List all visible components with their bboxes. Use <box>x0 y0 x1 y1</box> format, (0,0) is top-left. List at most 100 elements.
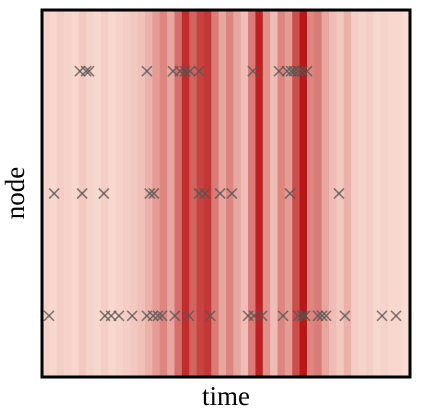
marker-stroke <box>247 65 259 77</box>
marker-stroke <box>113 310 125 322</box>
x-axis-label: time <box>202 381 250 411</box>
event-marker <box>214 187 226 200</box>
event-marker <box>296 65 308 77</box>
event-marker <box>390 310 402 322</box>
heat-cell <box>71 10 80 377</box>
marker-stroke <box>390 310 402 322</box>
heat-cell <box>42 10 50 377</box>
heat-cell <box>299 10 308 377</box>
heat-cell <box>284 10 293 377</box>
marker-stroke <box>76 187 88 200</box>
event-marker <box>183 310 195 322</box>
marker-stroke <box>204 310 216 322</box>
marker-stroke <box>284 187 296 200</box>
marker-stroke <box>156 310 168 322</box>
event-marker <box>296 310 308 322</box>
event-marker <box>169 310 181 322</box>
marker-stroke <box>296 310 308 322</box>
heat-cell <box>196 10 205 377</box>
event-marker <box>184 65 196 77</box>
heat-cell <box>159 10 168 377</box>
heat-cell <box>255 10 264 377</box>
heat-cell <box>343 10 352 377</box>
marker-stroke <box>98 187 110 200</box>
marker-stroke <box>312 310 324 322</box>
marker-stroke <box>144 187 156 200</box>
y-axis-label: node <box>0 167 30 220</box>
marker-stroke <box>273 65 285 77</box>
heat-cell <box>137 10 146 377</box>
heat-cell <box>115 10 124 377</box>
marker-stroke <box>256 310 268 322</box>
event-marker <box>179 65 191 77</box>
heat-cell <box>189 10 198 377</box>
heat-cell <box>203 10 212 377</box>
heat-cell <box>336 10 345 377</box>
heat-cell <box>56 10 65 377</box>
event-marker <box>156 310 168 322</box>
heat-cell <box>226 10 234 377</box>
marker-stroke <box>288 65 300 77</box>
marker-stroke <box>48 187 60 200</box>
event-marker <box>339 310 351 322</box>
heat-cell <box>152 10 161 377</box>
event-marker <box>292 65 304 77</box>
marker-stroke <box>376 310 388 322</box>
event-marker <box>98 187 110 200</box>
heat-cell <box>86 10 95 377</box>
marker-stroke <box>193 65 205 77</box>
heat-cell <box>306 10 315 377</box>
event-marker <box>376 310 388 322</box>
event-marker <box>76 187 88 200</box>
heat-cell <box>373 10 382 377</box>
heat-cell <box>248 10 257 377</box>
marker-stroke <box>126 310 138 322</box>
event-marker <box>277 310 289 322</box>
marker-stroke <box>80 65 92 77</box>
event-marker <box>273 65 285 77</box>
marker-stroke <box>184 65 196 77</box>
event-marker <box>148 187 160 200</box>
heat-cell <box>167 10 176 377</box>
heat-cell <box>262 10 271 377</box>
marker-stroke <box>141 65 153 77</box>
event-marker <box>333 187 345 200</box>
event-marker <box>126 310 138 322</box>
heat-cell <box>108 10 117 377</box>
heat-cell <box>351 10 360 377</box>
marker-stroke <box>148 187 160 200</box>
marker-stroke <box>179 65 191 77</box>
marker-stroke <box>292 65 304 77</box>
marker-stroke <box>339 310 351 322</box>
event-marker <box>141 65 153 77</box>
marker-stroke <box>277 310 289 322</box>
event-marker <box>312 310 324 322</box>
heat-cell <box>387 10 396 377</box>
marker-stroke <box>83 65 95 77</box>
event-marker <box>174 65 186 77</box>
heat-cell <box>64 10 73 377</box>
event-marker <box>48 187 60 200</box>
marker-stroke <box>316 310 328 322</box>
event-marker <box>320 310 332 322</box>
heat-cell <box>365 10 374 377</box>
event-marker <box>147 310 159 322</box>
event-marker <box>83 65 95 77</box>
marker-stroke <box>147 310 159 322</box>
event-marker <box>301 65 313 77</box>
heat-cell <box>402 10 411 377</box>
marker-stroke <box>43 310 55 322</box>
marker-stroke <box>296 65 308 77</box>
heat-cell <box>277 10 286 377</box>
marker-stroke <box>199 187 211 200</box>
heat-cell <box>130 10 139 377</box>
marker-stroke <box>183 310 195 322</box>
marker-stroke <box>174 65 186 77</box>
marker-stroke <box>226 187 238 200</box>
event-marker <box>316 310 328 322</box>
event-marker <box>113 310 125 322</box>
heat-cell <box>122 10 131 377</box>
heat-cell <box>292 10 301 377</box>
marker-stroke <box>333 187 345 200</box>
